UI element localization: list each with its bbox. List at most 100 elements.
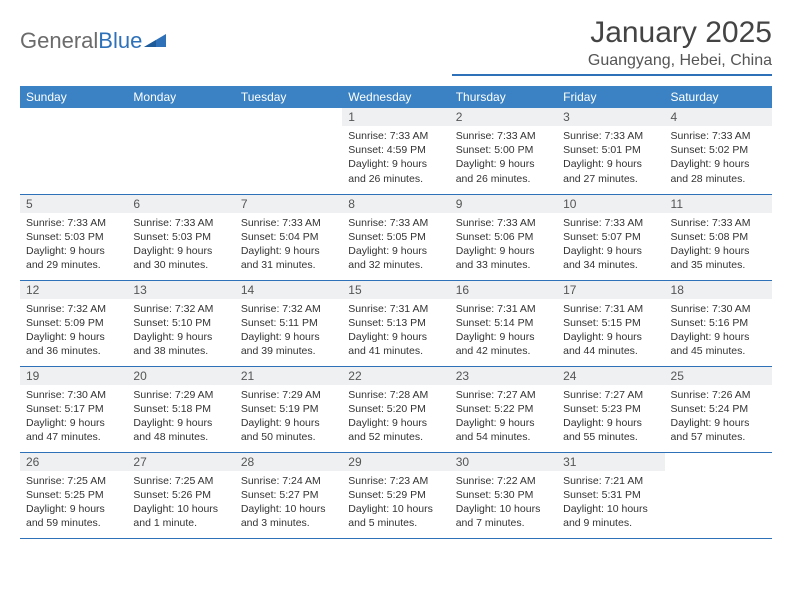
day-details: Sunrise: 7:22 AMSunset: 5:30 PMDaylight:… bbox=[450, 471, 557, 535]
weekday-header: Friday bbox=[557, 86, 664, 108]
weekday-row: SundayMondayTuesdayWednesdayThursdayFrid… bbox=[20, 86, 772, 108]
day-number: 4 bbox=[665, 108, 772, 126]
calendar-cell: 28Sunrise: 7:24 AMSunset: 5:27 PMDayligh… bbox=[235, 452, 342, 538]
calendar-cell: 20Sunrise: 7:29 AMSunset: 5:18 PMDayligh… bbox=[127, 366, 234, 452]
weekday-header: Wednesday bbox=[342, 86, 449, 108]
calendar-cell: 23Sunrise: 7:27 AMSunset: 5:22 PMDayligh… bbox=[450, 366, 557, 452]
day-number: 23 bbox=[450, 367, 557, 385]
day-number: 2 bbox=[450, 108, 557, 126]
calendar-cell: 13Sunrise: 7:32 AMSunset: 5:10 PMDayligh… bbox=[127, 280, 234, 366]
day-details: Sunrise: 7:31 AMSunset: 5:14 PMDaylight:… bbox=[450, 299, 557, 363]
calendar-cell: 2Sunrise: 7:33 AMSunset: 5:00 PMDaylight… bbox=[450, 108, 557, 194]
brand-triangle-icon bbox=[144, 32, 168, 50]
day-details: Sunrise: 7:33 AMSunset: 5:06 PMDaylight:… bbox=[450, 213, 557, 277]
day-details: Sunrise: 7:23 AMSunset: 5:29 PMDaylight:… bbox=[342, 471, 449, 535]
day-details: Sunrise: 7:33 AMSunset: 5:07 PMDaylight:… bbox=[557, 213, 664, 277]
calendar-week-row: 19Sunrise: 7:30 AMSunset: 5:17 PMDayligh… bbox=[20, 366, 772, 452]
calendar-cell: 22Sunrise: 7:28 AMSunset: 5:20 PMDayligh… bbox=[342, 366, 449, 452]
calendar-cell: 1Sunrise: 7:33 AMSunset: 4:59 PMDaylight… bbox=[342, 108, 449, 194]
day-details: Sunrise: 7:28 AMSunset: 5:20 PMDaylight:… bbox=[342, 385, 449, 449]
day-details: Sunrise: 7:21 AMSunset: 5:31 PMDaylight:… bbox=[557, 471, 664, 535]
calendar-cell: 21Sunrise: 7:29 AMSunset: 5:19 PMDayligh… bbox=[235, 366, 342, 452]
day-number: 17 bbox=[557, 281, 664, 299]
calendar-cell: 10Sunrise: 7:33 AMSunset: 5:07 PMDayligh… bbox=[557, 194, 664, 280]
calendar-cell: 26Sunrise: 7:25 AMSunset: 5:25 PMDayligh… bbox=[20, 452, 127, 538]
day-number: 22 bbox=[342, 367, 449, 385]
calendar-week-row: 12Sunrise: 7:32 AMSunset: 5:09 PMDayligh… bbox=[20, 280, 772, 366]
header: GeneralBlue January 2025 Guangyang, Hebe… bbox=[20, 16, 772, 76]
calendar-cell: 6Sunrise: 7:33 AMSunset: 5:03 PMDaylight… bbox=[127, 194, 234, 280]
day-number: 16 bbox=[450, 281, 557, 299]
calendar-cell bbox=[235, 108, 342, 194]
brand-part2: Blue bbox=[98, 28, 142, 54]
day-details: Sunrise: 7:27 AMSunset: 5:23 PMDaylight:… bbox=[557, 385, 664, 449]
calendar-cell: 18Sunrise: 7:30 AMSunset: 5:16 PMDayligh… bbox=[665, 280, 772, 366]
calendar-cell: 15Sunrise: 7:31 AMSunset: 5:13 PMDayligh… bbox=[342, 280, 449, 366]
calendar-cell: 27Sunrise: 7:25 AMSunset: 5:26 PMDayligh… bbox=[127, 452, 234, 538]
calendar-cell bbox=[127, 108, 234, 194]
day-details: Sunrise: 7:30 AMSunset: 5:17 PMDaylight:… bbox=[20, 385, 127, 449]
day-details: Sunrise: 7:33 AMSunset: 5:00 PMDaylight:… bbox=[450, 126, 557, 190]
calendar-cell: 3Sunrise: 7:33 AMSunset: 5:01 PMDaylight… bbox=[557, 108, 664, 194]
day-details: Sunrise: 7:26 AMSunset: 5:24 PMDaylight:… bbox=[665, 385, 772, 449]
calendar-cell: 4Sunrise: 7:33 AMSunset: 5:02 PMDaylight… bbox=[665, 108, 772, 194]
day-number: 29 bbox=[342, 453, 449, 471]
day-details: Sunrise: 7:33 AMSunset: 5:02 PMDaylight:… bbox=[665, 126, 772, 190]
calendar-cell: 17Sunrise: 7:31 AMSunset: 5:15 PMDayligh… bbox=[557, 280, 664, 366]
day-number: 20 bbox=[127, 367, 234, 385]
day-number: 25 bbox=[665, 367, 772, 385]
day-number: 18 bbox=[665, 281, 772, 299]
calendar-head: SundayMondayTuesdayWednesdayThursdayFrid… bbox=[20, 86, 772, 108]
day-number: 7 bbox=[235, 195, 342, 213]
day-number: 14 bbox=[235, 281, 342, 299]
day-details: Sunrise: 7:31 AMSunset: 5:13 PMDaylight:… bbox=[342, 299, 449, 363]
calendar-page: GeneralBlue January 2025 Guangyang, Hebe… bbox=[0, 0, 792, 555]
day-number: 15 bbox=[342, 281, 449, 299]
weekday-header: Thursday bbox=[450, 86, 557, 108]
calendar-cell: 31Sunrise: 7:21 AMSunset: 5:31 PMDayligh… bbox=[557, 452, 664, 538]
calendar-cell: 5Sunrise: 7:33 AMSunset: 5:03 PMDaylight… bbox=[20, 194, 127, 280]
calendar-cell: 16Sunrise: 7:31 AMSunset: 5:14 PMDayligh… bbox=[450, 280, 557, 366]
day-details: Sunrise: 7:29 AMSunset: 5:19 PMDaylight:… bbox=[235, 385, 342, 449]
weekday-header: Tuesday bbox=[235, 86, 342, 108]
day-details: Sunrise: 7:32 AMSunset: 5:11 PMDaylight:… bbox=[235, 299, 342, 363]
day-details: Sunrise: 7:32 AMSunset: 5:10 PMDaylight:… bbox=[127, 299, 234, 363]
month-title: January 2025 bbox=[452, 16, 772, 50]
day-details: Sunrise: 7:25 AMSunset: 5:25 PMDaylight:… bbox=[20, 471, 127, 535]
day-details: Sunrise: 7:24 AMSunset: 5:27 PMDaylight:… bbox=[235, 471, 342, 535]
weekday-header: Monday bbox=[127, 86, 234, 108]
day-number: 6 bbox=[127, 195, 234, 213]
day-details: Sunrise: 7:31 AMSunset: 5:15 PMDaylight:… bbox=[557, 299, 664, 363]
brand-logo: GeneralBlue bbox=[20, 16, 168, 54]
calendar-cell: 8Sunrise: 7:33 AMSunset: 5:05 PMDaylight… bbox=[342, 194, 449, 280]
title-block: January 2025 Guangyang, Hebei, China bbox=[452, 16, 772, 76]
calendar-cell: 9Sunrise: 7:33 AMSunset: 5:06 PMDaylight… bbox=[450, 194, 557, 280]
weekday-header: Sunday bbox=[20, 86, 127, 108]
calendar-cell: 29Sunrise: 7:23 AMSunset: 5:29 PMDayligh… bbox=[342, 452, 449, 538]
calendar-cell: 11Sunrise: 7:33 AMSunset: 5:08 PMDayligh… bbox=[665, 194, 772, 280]
day-number: 3 bbox=[557, 108, 664, 126]
day-number: 5 bbox=[20, 195, 127, 213]
calendar-cell: 14Sunrise: 7:32 AMSunset: 5:11 PMDayligh… bbox=[235, 280, 342, 366]
calendar-cell: 24Sunrise: 7:27 AMSunset: 5:23 PMDayligh… bbox=[557, 366, 664, 452]
day-number: 30 bbox=[450, 453, 557, 471]
calendar-week-row: 5Sunrise: 7:33 AMSunset: 5:03 PMDaylight… bbox=[20, 194, 772, 280]
day-number: 21 bbox=[235, 367, 342, 385]
day-details: Sunrise: 7:27 AMSunset: 5:22 PMDaylight:… bbox=[450, 385, 557, 449]
day-details: Sunrise: 7:33 AMSunset: 5:03 PMDaylight:… bbox=[127, 213, 234, 277]
calendar-body: 1Sunrise: 7:33 AMSunset: 4:59 PMDaylight… bbox=[20, 108, 772, 538]
day-details: Sunrise: 7:33 AMSunset: 5:05 PMDaylight:… bbox=[342, 213, 449, 277]
day-details: Sunrise: 7:30 AMSunset: 5:16 PMDaylight:… bbox=[665, 299, 772, 363]
day-details: Sunrise: 7:32 AMSunset: 5:09 PMDaylight:… bbox=[20, 299, 127, 363]
calendar-cell: 25Sunrise: 7:26 AMSunset: 5:24 PMDayligh… bbox=[665, 366, 772, 452]
calendar-cell bbox=[20, 108, 127, 194]
calendar-cell: 19Sunrise: 7:30 AMSunset: 5:17 PMDayligh… bbox=[20, 366, 127, 452]
calendar-week-row: 26Sunrise: 7:25 AMSunset: 5:25 PMDayligh… bbox=[20, 452, 772, 538]
day-details: Sunrise: 7:29 AMSunset: 5:18 PMDaylight:… bbox=[127, 385, 234, 449]
day-number: 31 bbox=[557, 453, 664, 471]
calendar-cell bbox=[665, 452, 772, 538]
location-label: Guangyang, Hebei, China bbox=[452, 52, 772, 76]
day-number: 9 bbox=[450, 195, 557, 213]
day-number: 12 bbox=[20, 281, 127, 299]
day-details: Sunrise: 7:33 AMSunset: 5:04 PMDaylight:… bbox=[235, 213, 342, 277]
